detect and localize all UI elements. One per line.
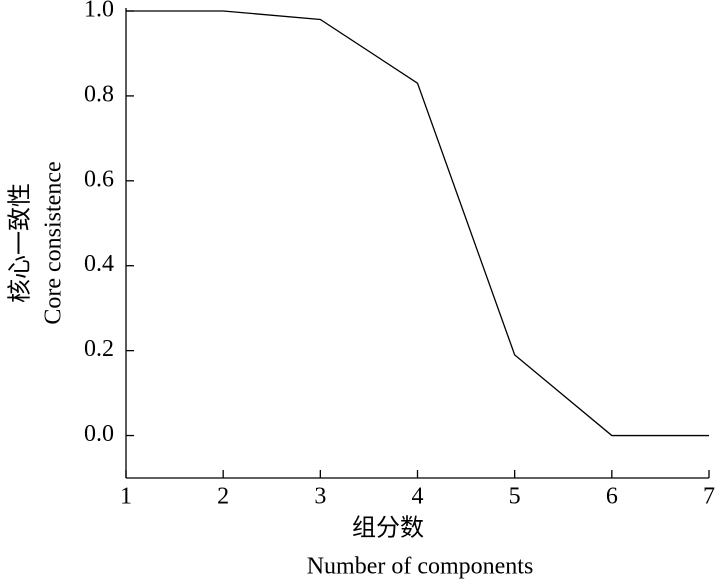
y-tick-label: 0.2 bbox=[84, 336, 114, 362]
y-tick-label: 0.8 bbox=[84, 81, 114, 107]
y-tick-label: 0.4 bbox=[84, 251, 114, 277]
x-tick-label: 4 bbox=[412, 484, 424, 510]
x-tick-label: 2 bbox=[217, 484, 229, 510]
data-line bbox=[126, 10, 709, 437]
x-tick-label: 7 bbox=[703, 484, 715, 510]
x-tick-label: 6 bbox=[606, 484, 618, 510]
y-axis-title: Core consistence bbox=[41, 161, 67, 324]
y-tick-label: 0.0 bbox=[84, 421, 114, 447]
x-tick-label: 3 bbox=[314, 484, 326, 510]
y-tick-label: 0.6 bbox=[84, 166, 114, 192]
x-axis-title-zh: 组分数 bbox=[352, 515, 424, 542]
x-tick-label: 5 bbox=[509, 484, 521, 510]
x-axis-title: Number of components bbox=[307, 554, 534, 580]
y-axis-title-zh: 核心一致性 bbox=[7, 183, 34, 303]
y-tick-label: 1.0 bbox=[84, 0, 114, 23]
x-tick-label: 1 bbox=[120, 484, 132, 510]
